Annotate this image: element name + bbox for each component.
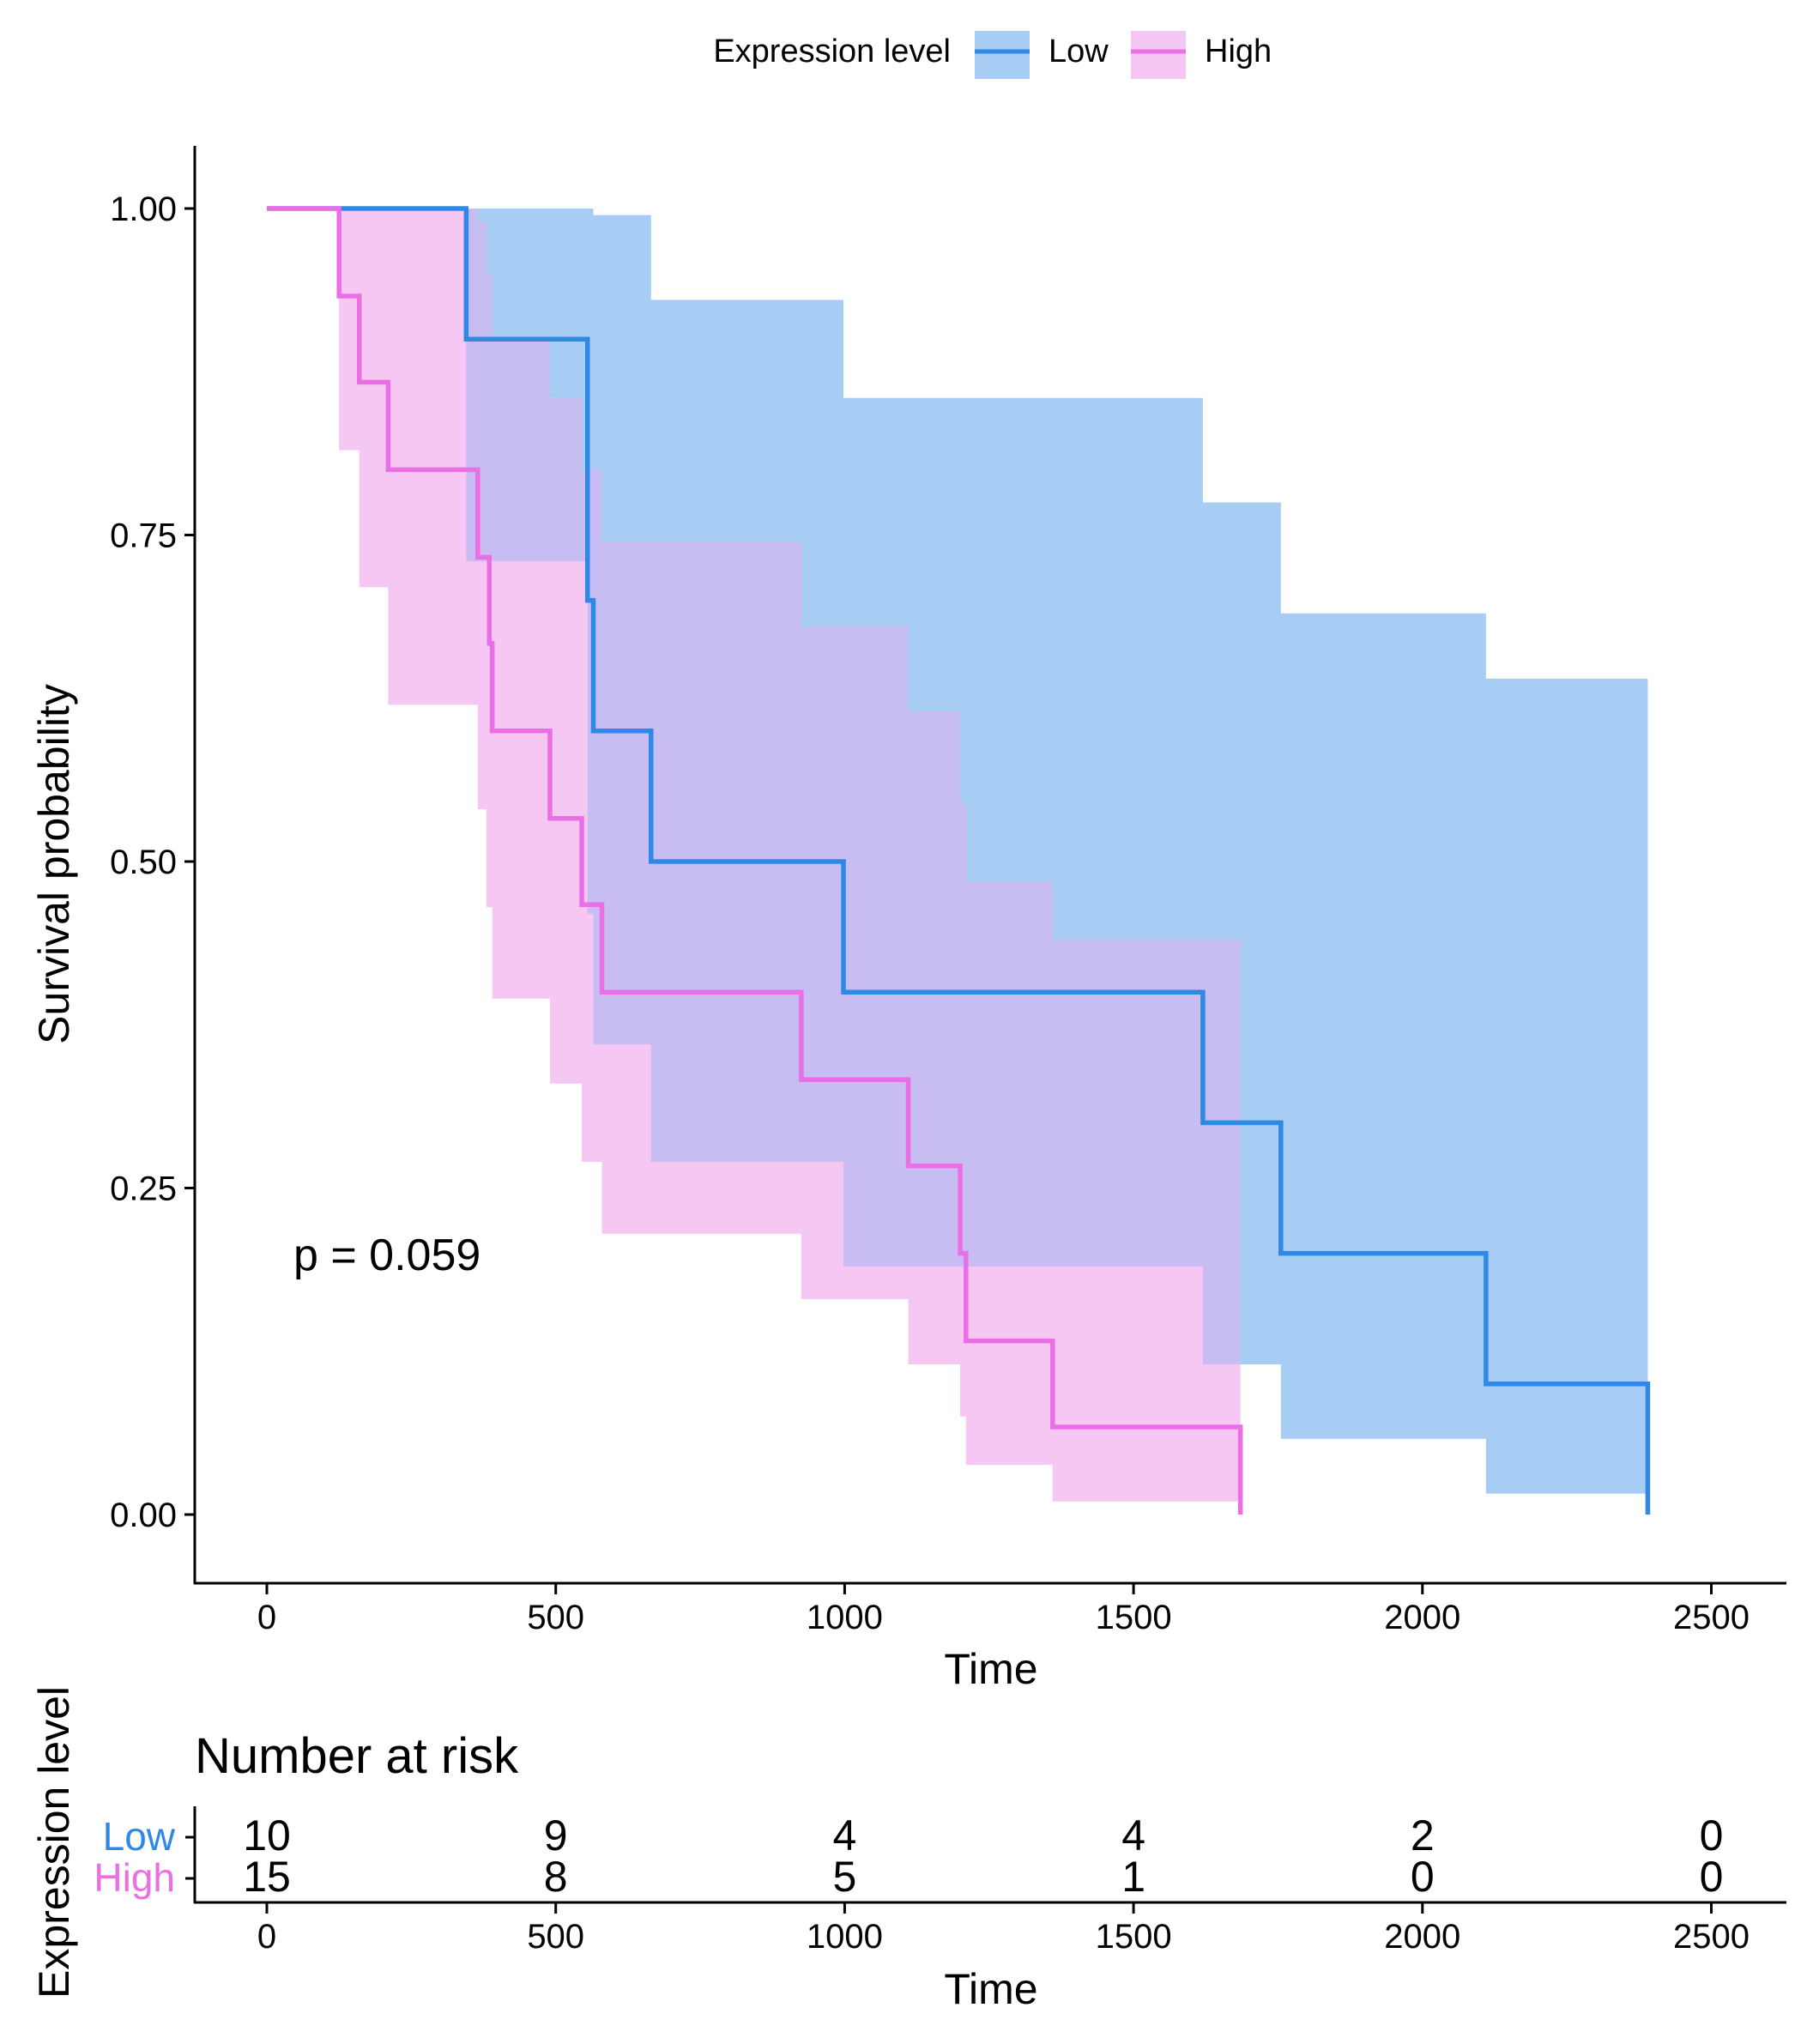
- y-tick-label: 0.25: [110, 1170, 177, 1208]
- x-tick-label: 2500: [1673, 1599, 1750, 1636]
- risk-cell-low: 0: [1700, 1811, 1724, 1860]
- risk-cell-low: 2: [1411, 1811, 1435, 1860]
- risk-table-xlabel: Time: [944, 1965, 1037, 2013]
- risk-table: Number at risk Expression level Low High…: [30, 1686, 1786, 2013]
- legend-label-low: Low: [1049, 33, 1109, 70]
- survival-curve-high: [267, 206, 1243, 1515]
- x-axis-title: Time: [944, 1645, 1037, 1693]
- legend-title: Expression level: [713, 33, 951, 70]
- risk-cells: 10 9 4 4 2 015 8 5 1 0 0: [243, 1811, 1723, 1901]
- x-tick-label: 1500: [1096, 1599, 1172, 1636]
- risk-cell-high: 15: [243, 1853, 291, 1901]
- risk-cell-low: 4: [832, 1811, 856, 1860]
- x-ticks: 0 500 1000 1500 2000 2500: [257, 1583, 1750, 1636]
- risk-x-tick-label: 2000: [1384, 1918, 1460, 1956]
- risk-x-ticks: 0 500 1000 1500 2000 2500: [257, 1902, 1750, 1956]
- y-tick-label: 0.00: [110, 1497, 177, 1534]
- risk-x-tick-label: 2500: [1673, 1918, 1750, 1956]
- y-tick-label: 0.75: [110, 517, 177, 555]
- legend: Expression level Low High: [713, 31, 1272, 79]
- risk-cell-high: 1: [1121, 1853, 1145, 1901]
- y-ticks: 0.00 0.25 0.50 0.75 1.00: [110, 190, 195, 1534]
- risk-cell-high: 5: [832, 1853, 856, 1901]
- risk-cell-low: 4: [1121, 1811, 1145, 1860]
- risk-table-title: Number at risk: [195, 1728, 519, 1784]
- risk-row-label-low: Low: [103, 1814, 176, 1859]
- risk-cell-high: 0: [1700, 1853, 1724, 1901]
- pvalue-label: p = 0.059: [293, 1231, 480, 1280]
- risk-row-label-high: High: [94, 1855, 175, 1900]
- y-axis-title: Survival probability: [30, 684, 78, 1044]
- ci-band-overlap: [267, 209, 1241, 1494]
- x-tick-label: 0: [257, 1599, 276, 1636]
- risk-table-ylabel: Expression level: [30, 1686, 78, 1999]
- x-tick-label: 500: [527, 1599, 584, 1636]
- risk-cell-high: 8: [544, 1853, 568, 1901]
- risk-cell-low: 10: [243, 1811, 291, 1860]
- risk-cell-low: 9: [544, 1811, 568, 1860]
- survival-curve-low: [267, 206, 1651, 1515]
- risk-x-tick-label: 500: [527, 1918, 584, 1956]
- y-tick-label: 1.00: [110, 190, 177, 228]
- legend-label-high: High: [1205, 33, 1272, 70]
- risk-x-tick-label: 1500: [1096, 1918, 1172, 1956]
- confidence-bands: [267, 209, 1648, 1502]
- risk-x-tick-label: 1000: [807, 1918, 883, 1956]
- x-tick-label: 1000: [807, 1599, 883, 1636]
- risk-x-tick-label: 0: [257, 1918, 276, 1956]
- risk-cell-high: 0: [1411, 1853, 1435, 1901]
- x-tick-label: 2000: [1384, 1599, 1460, 1636]
- legend-key-high-bg: [1131, 31, 1186, 79]
- plot-panel: 0.00 0.25 0.50 0.75 1.00 0 500 1000 1500 2000 250…: [30, 146, 1786, 1693]
- y-tick-label: 0.50: [110, 844, 177, 881]
- legend-key-low-bg: [975, 31, 1030, 79]
